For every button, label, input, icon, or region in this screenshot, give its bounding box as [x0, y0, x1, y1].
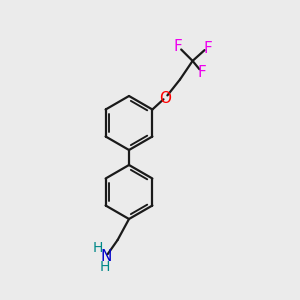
- Text: F: F: [204, 41, 213, 56]
- Text: N: N: [100, 249, 112, 264]
- Text: F: F: [174, 39, 183, 54]
- Text: O: O: [159, 91, 171, 106]
- Text: H: H: [93, 241, 103, 255]
- Text: F: F: [197, 65, 206, 80]
- Text: H: H: [100, 260, 110, 274]
